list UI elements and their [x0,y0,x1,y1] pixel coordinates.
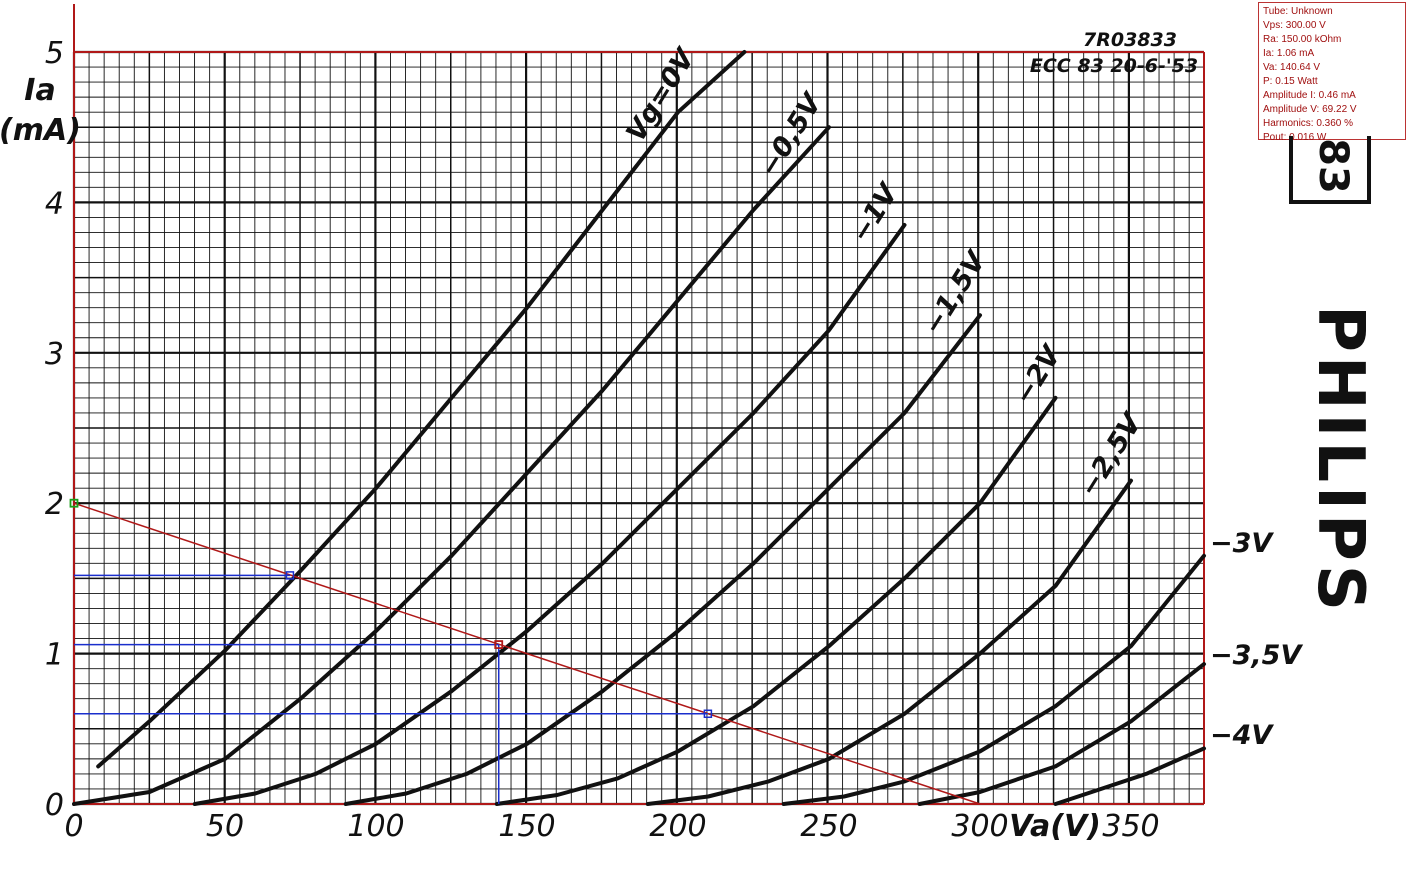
curve-label: −4V [1210,720,1274,751]
info-line: Ra: 150.00 kOhm [1263,34,1342,45]
curve--4v [1053,746,1206,806]
load-line [73,502,981,805]
chart-grid [72,50,1205,806]
characteristic-curves [72,50,1206,806]
curve-label: −3,5V [1210,640,1303,671]
info-line: Tube: Unknown [1263,6,1333,17]
x-tick-label: 250 [800,809,857,844]
operating-point-marker [494,640,504,649]
curve--1-5v [343,313,982,806]
swing-point-marker [285,571,295,580]
info-line: Vps: 300.00 V [1263,20,1326,31]
info-line: P: 0.15 Watt [1263,76,1318,87]
x-tick-label: 300 [951,809,1008,844]
info-line: Pout: 0.016 W [1263,132,1327,143]
y-axis-unit: (mA) [0,113,81,148]
y-axis-label: Ia [24,73,55,108]
info-line: Amplitude V: 69.22 V [1263,104,1357,115]
x-tick-label: 150 [498,809,555,844]
curve-vg-0v [96,50,747,769]
y-tick-label: 4 [45,186,64,221]
info-readout-panel: Tube: Unknown Vps: 300.00 V Ra: 150.00 k… [1258,2,1406,143]
chart-labels: 0 50 100 150 200 250 300 350 0 1 2 3 4 5 Va(V) Ia (mA) 7R… [0,29,1303,844]
curve--2v [494,395,1058,806]
y-tick-label: 3 [45,337,64,372]
x-tick-label: 200 [649,809,706,844]
x-tick-label: 100 [347,809,404,844]
curve-label: −2V [1008,339,1068,410]
curve--1v [192,223,907,806]
supply-current-marker [69,498,79,508]
tube-number-tag: 83 [1289,136,1371,204]
info-line: Amplitude I: 0.46 mA [1263,90,1356,101]
curve-label: −3V [1210,528,1274,559]
x-axis-label: Va(V) [1009,809,1101,844]
sheet-title-label: ECC 83 20-6-'53 [1030,55,1198,77]
info-line: Harmonics: 0.360 % [1263,118,1354,129]
y-tick-label: 1 [45,638,64,673]
y-tick-label: 2 [45,487,64,522]
x-tick-label: 0 [64,809,83,844]
load-line-overlay [69,498,981,805]
swing-point-marker [703,709,713,719]
info-line: Ia: 1.06 mA [1263,48,1315,59]
x-tick-label: 50 [206,809,244,844]
curve--2-5v [645,478,1133,806]
y-tick-label: 5 [45,36,64,71]
x-tick-label: 350 [1102,809,1159,844]
philips-logo: PHILIPS [1303,305,1377,615]
tube-code-label: 7R03833 [1083,29,1177,51]
curve--0-5v [72,125,831,806]
tube-number-text: 83 [1310,138,1356,194]
curve--3-5v [917,662,1206,806]
chart-frame [73,4,1205,805]
curve--3v [781,553,1206,806]
info-line: Va: 140.64 V [1263,62,1321,73]
y-tick-label: 0 [45,788,64,823]
